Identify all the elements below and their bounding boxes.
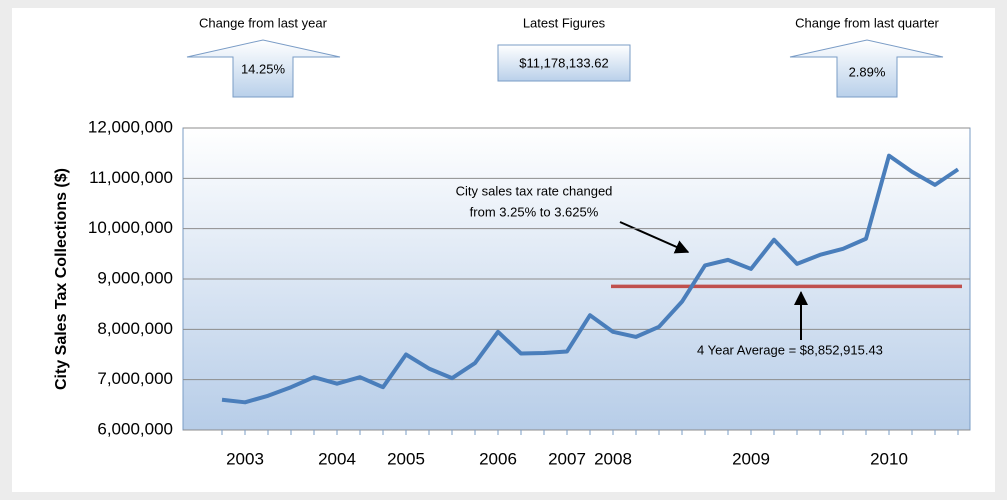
y-tick-label: 9,000,000 [97,268,173,287]
x-tick-label: 2010 [870,449,908,468]
x-tick-label: 2006 [479,449,517,468]
x-tick-label: 2008 [594,449,632,468]
y-axis-label: City Sales Tax Collections ($) [53,168,70,390]
x-tick-label: 2009 [732,449,770,468]
kpi-value: $11,178,133.62 [519,55,608,70]
y-tick-label: 10,000,000 [88,218,173,237]
kpi-label: Change from last year [199,15,328,30]
kpi-value: 14.25% [241,61,286,76]
kpi-arrow [789,39,944,98]
kpi-arrow [186,39,341,98]
annotation-arrow [619,221,690,254]
y-tick-label: 6,000,000 [97,419,173,438]
kpi-label: Change from last quarter [795,15,939,30]
kpi-value: 2.89% [849,64,886,79]
x-tick-label: 2003 [226,449,264,468]
x-tick-label: 2007 [548,449,586,468]
series-line [221,153,960,405]
annotation: City sales tax rate changed [456,183,613,198]
annotation: from 3.25% to 3.625% [470,204,599,219]
y-tick-label: 12,000,000 [88,117,173,136]
x-tick-label: 2004 [318,449,356,468]
x-tick-label: 2005 [387,449,425,468]
y-tick-label: 11,000,000 [89,168,173,187]
average-label: 4 Year Average = $8,852,915.43 [697,342,883,357]
kpi-label: Latest Figures [523,15,606,30]
y-tick-label: 7,000,000 [97,369,173,388]
y-tick-label: 8,000,000 [97,319,173,338]
kpi-box [497,44,631,82]
